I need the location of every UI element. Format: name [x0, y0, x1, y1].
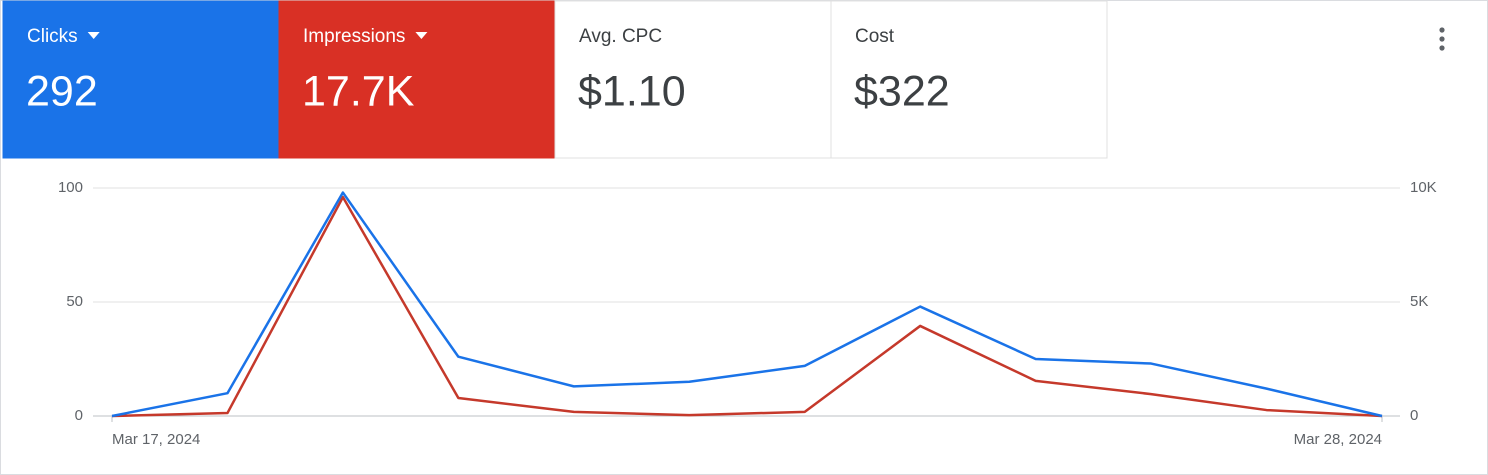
metric-card[interactable]: Clicks 292	[2, 0, 280, 159]
card-value: $1.10	[578, 67, 686, 115]
metric-card[interactable]: Cost $322	[830, 0, 1108, 159]
dropdown-arrow	[87, 32, 100, 39]
y-tick-label: 50	[66, 293, 83, 310]
card-bg	[830, 0, 1108, 159]
y2-tick-label: 0	[1410, 407, 1418, 424]
x-tick-label: Mar 17, 2024	[112, 431, 200, 448]
x-tick-label: Mar 28, 2024	[1294, 431, 1382, 448]
dropdown-arrow	[415, 32, 428, 39]
more-menu[interactable]	[1439, 27, 1445, 51]
y2-tick-label: 10K	[1410, 179, 1437, 196]
card-bg	[2, 0, 280, 159]
metric-card[interactable]: Impressions 17.7K	[278, 0, 556, 159]
dot	[1439, 45, 1445, 51]
card-value: 17.7K	[302, 67, 415, 115]
series-line	[111, 195, 1383, 418]
dot	[1439, 27, 1445, 33]
card-label: Cost	[855, 26, 895, 47]
card-value: $322	[854, 67, 950, 115]
y2-tick-label: 5K	[1410, 293, 1428, 310]
card-label: Impressions	[303, 26, 405, 47]
card-bg	[554, 0, 832, 159]
card-label: Avg. CPC	[579, 26, 662, 47]
dot	[1439, 36, 1445, 42]
card-value: 292	[26, 67, 98, 115]
y-tick-label: 100	[58, 179, 83, 196]
series-line	[111, 191, 1383, 418]
y-tick-label: 0	[75, 407, 83, 424]
metric-card[interactable]: Avg. CPC $1.10	[554, 0, 832, 159]
card-label: Clicks	[27, 26, 78, 47]
card-bg	[278, 0, 556, 159]
